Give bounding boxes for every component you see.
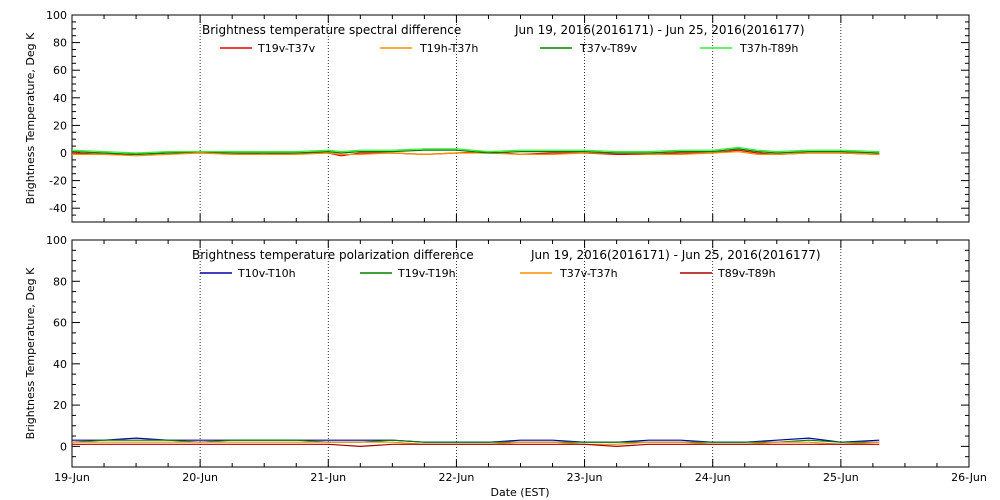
spectral-series-line-t37v-t89v	[71, 148, 880, 156]
date-x-tick-label: 24-Jun	[695, 471, 731, 484]
spectral-series-line-t37h-t89h	[71, 146, 880, 154]
spectral-y-tick-label: 60	[53, 64, 67, 77]
x-axis-label: Date (EST)	[490, 486, 549, 499]
polarization-grid	[103, 240, 938, 467]
polarization-legend-label: T19v-T19h	[397, 267, 456, 280]
date-x-tick-label: 20-Jun	[182, 471, 218, 484]
polarization-chart-title: Brightness temperature polarization diff…	[192, 248, 474, 262]
spectral-legend-label: T19v-T37v	[257, 42, 316, 55]
spectral-series-group	[71, 146, 880, 157]
spectral-chart-title: Brightness temperature spectral differen…	[202, 23, 461, 37]
date-x-tick-label: 21-Jun	[310, 471, 346, 484]
polarization-series-group	[71, 437, 880, 448]
date-x-tick-label: 25-Jun	[823, 471, 859, 484]
polarization-y-tick-label: 100	[46, 234, 67, 247]
polarization-date-range: Jun 19, 2016(2016171) - Jun 25, 2016(201…	[530, 248, 821, 262]
polarization-legend-label: T10v-T10h	[237, 267, 296, 280]
polarization-legend-label: T37v-T37h	[559, 267, 618, 280]
polarization-y-tick-label: 0	[60, 440, 67, 453]
date-x-tick-label: 19-Jun	[54, 471, 90, 484]
date-x-tick-label: 23-Jun	[567, 471, 603, 484]
polarization-y-axis-label: Brightness Temperature, Deg K	[24, 267, 37, 439]
polarization-y-tick-label: 80	[53, 275, 67, 288]
spectral-legend-label: T19h-T37h	[419, 42, 478, 55]
polarization-y-tick-label: 20	[53, 399, 67, 412]
polarization-y-tick-label: 40	[53, 358, 67, 371]
spectral-y-axis-label: Brightness Temperature, Deg K	[24, 32, 37, 204]
spectral-y-tick-label: 0	[60, 147, 67, 160]
polarization-plot-frame	[71, 239, 970, 468]
polarization-y-tick-label: 60	[53, 317, 67, 330]
date-x-axis: 19-Jun 20-Jun 21-Jun 22-Jun 23-Jun 24-Jun 25-J…	[54, 471, 987, 484]
polarization-difference-panel: 0 20 40 60 80 100 19-Jun 20-Jun 21-Jun 22-Jun 23-…	[24, 234, 987, 499]
spectral-plot-frame	[71, 14, 970, 223]
polarization-legend-label: T89v-T89h	[717, 267, 776, 280]
polarization-series-line-t89v-t89h	[72, 443, 880, 448]
spectral-legend-label: T37v-T89v	[579, 42, 638, 55]
spectral-y-tick-label: -20	[49, 175, 67, 188]
spectral-legend: T19v-T37v T19h-T37h T37v-T89v T37h-T89h	[220, 42, 798, 55]
spectral-legend-label: T37h-T89h	[739, 42, 798, 55]
spectral-difference-panel: -40 -20 0 20 40 60 80 100 Brightness temperatur…	[24, 9, 970, 223]
spectral-series-line-t19v-t37v	[71, 149, 880, 157]
spectral-y-tick-label: -40	[49, 202, 67, 215]
spectral-series-line-t19h-t37h	[72, 150, 880, 157]
spectral-y-tick-label: 80	[53, 37, 67, 50]
date-x-tick-label: 26-Jun	[951, 471, 987, 484]
polarization-y-axis: 0 20 40 60 80 100	[46, 234, 969, 468]
spectral-y-tick-label: 20	[53, 119, 67, 132]
spectral-y-tick-label: 100	[46, 9, 67, 22]
spectral-y-tick-label: 40	[53, 92, 67, 105]
spectral-date-range: Jun 19, 2016(2016171) - Jun 25, 2016(201…	[514, 23, 805, 37]
spectral-grid	[103, 15, 938, 222]
spectral-y-axis: -40 -20 0 20 40 60 80 100	[46, 9, 969, 223]
date-x-tick-label: 22-Jun	[439, 471, 475, 484]
polarization-legend: T10v-T10h T19v-T19h T37v-T37h T89v-T89h	[200, 267, 776, 280]
